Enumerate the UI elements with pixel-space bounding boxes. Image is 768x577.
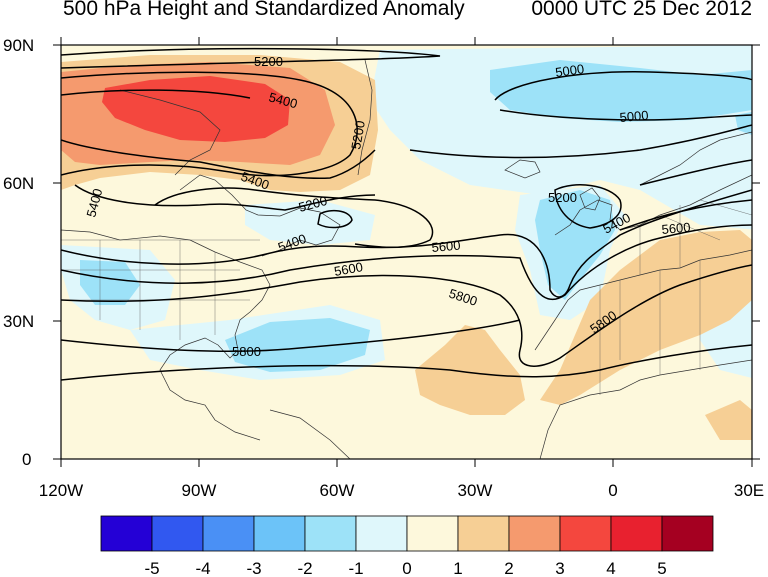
colorbar-label: 5 xyxy=(657,559,666,577)
contour-label: 5600 xyxy=(661,220,691,237)
colorbar-label: -3 xyxy=(246,559,261,577)
colorbar: -5 -4 -3 -2 -1 0 1 2 3 4 5 xyxy=(100,515,714,577)
colorbar-swatch xyxy=(253,515,306,552)
colorbar-swatch xyxy=(406,515,459,552)
map-title: 500 hPa Height and Standardized Anomaly xyxy=(63,0,465,20)
contour-label: 5000 xyxy=(619,108,649,125)
colorbar-swatch xyxy=(661,515,714,552)
map-frame xyxy=(60,44,753,460)
contour-label: 5200 xyxy=(297,193,329,215)
colorbar-label: 1 xyxy=(453,559,462,577)
contour-label: 5400 xyxy=(83,187,105,219)
lat-label-60n: 60N xyxy=(3,174,34,193)
lon-label-90w: 90W xyxy=(182,481,217,500)
colorbar-label: -4 xyxy=(195,559,210,577)
contour-label: 5800 xyxy=(232,344,261,359)
axis-ticks xyxy=(53,37,760,467)
lon-label-60w: 60W xyxy=(320,481,355,500)
lon-label-30e: 30E xyxy=(734,481,764,500)
colorbar-swatch xyxy=(355,515,408,552)
colorbar-swatch xyxy=(100,515,153,552)
contour-label: 5200 xyxy=(254,54,283,69)
lon-label-120w: 120W xyxy=(39,481,83,500)
lon-label-30w: 30W xyxy=(458,481,493,500)
colorbar-swatch xyxy=(304,515,357,552)
contour-label: 5000 xyxy=(554,61,585,80)
colorbar-swatch xyxy=(508,515,561,552)
latitude-labels: 90N 60N 30N 0 xyxy=(3,36,34,469)
colorbar-swatch xyxy=(202,515,255,552)
colorbar-label: -2 xyxy=(297,559,312,577)
colorbar-label: 2 xyxy=(504,559,513,577)
lon-label-0: 0 xyxy=(608,481,617,500)
longitude-labels: 120W 90W 60W 30W 0 30E xyxy=(39,481,764,500)
height-contours xyxy=(61,47,752,381)
colorbar-swatch xyxy=(610,515,663,552)
negative-anomaly-moderate xyxy=(80,60,752,372)
contour-label: 5200 xyxy=(548,190,577,205)
contour-label: 5400 xyxy=(267,89,299,111)
colorbar-swatch xyxy=(151,515,204,552)
colorbar-swatch xyxy=(559,515,612,552)
coastlines xyxy=(61,59,752,459)
colorbar-label: 3 xyxy=(555,559,564,577)
colorbar-label: -5 xyxy=(144,559,159,577)
colorbar-label: 0 xyxy=(402,559,411,577)
contour-label: 5200 xyxy=(348,119,368,150)
political-boundaries xyxy=(61,199,752,395)
positive-anomaly-extreme xyxy=(102,76,290,142)
colorbar-swatch xyxy=(457,515,510,552)
contour-label: 5600 xyxy=(333,259,364,279)
valid-time: 0000 UTC 25 Dec 2012 xyxy=(531,0,752,20)
lat-label-30n: 30N xyxy=(3,312,34,331)
colorbar-label: 4 xyxy=(606,559,615,577)
lat-label-90n: 90N xyxy=(3,36,34,55)
colorbar-label: -1 xyxy=(348,559,363,577)
lat-label-0: 0 xyxy=(22,450,31,469)
map-plot-area: 5200 5400 5200 5400 5400 5200 5400 5600 … xyxy=(61,45,752,459)
contour-label: 5600 xyxy=(431,238,461,255)
